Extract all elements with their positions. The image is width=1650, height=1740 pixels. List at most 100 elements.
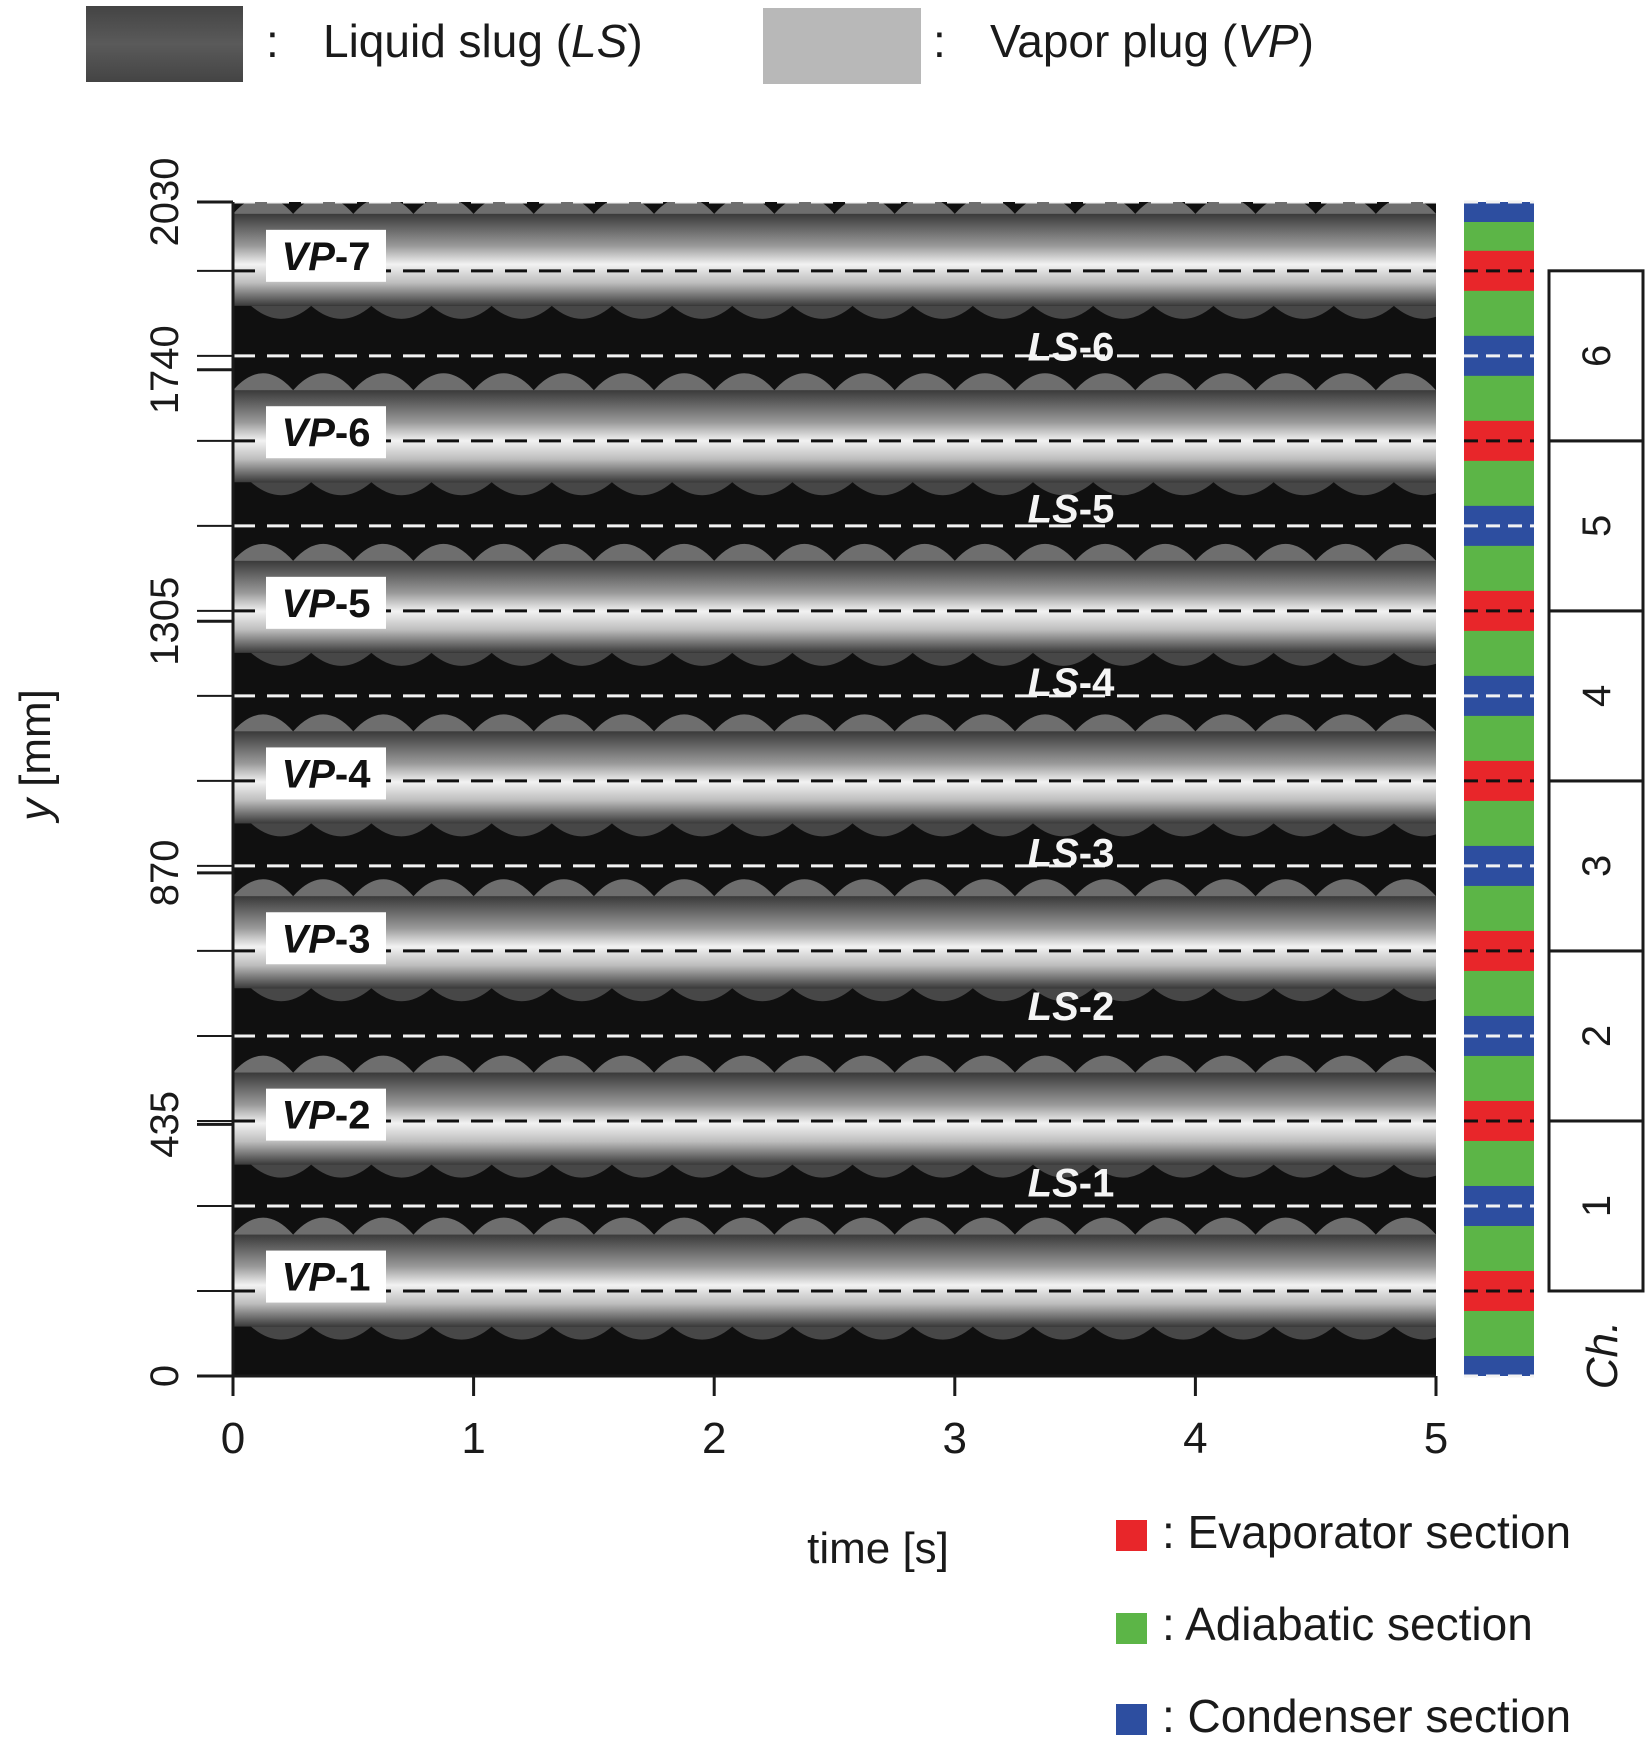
condenser-legend-label: : Condenser section: [1162, 1690, 1571, 1740]
x-tick-label: 0: [221, 1414, 245, 1463]
label-box: [266, 1088, 386, 1141]
adiabatic-legend-label: : Adiabatic section: [1162, 1598, 1533, 1650]
liquid-slug-label: LS-3: [1028, 832, 1115, 876]
y-tick-label: 2030: [143, 158, 187, 247]
liquid-slug-label: LS-6: [1028, 326, 1115, 370]
channel-label: 2: [1575, 1025, 1619, 1047]
y-tick-label: 870: [143, 839, 187, 906]
channel-box: 6: [1547, 269, 1645, 443]
vapor-plug-label-text: VP-7: [282, 235, 371, 279]
vapor-plug-band: [233, 390, 1436, 483]
liquid-slug-labels: LS-1 LS-2 LS-3 LS-4 LS-5 LS-6: [1028, 326, 1115, 1206]
condenser-segment: [1464, 1356, 1534, 1376]
evaporator-legend-label: : Evaporator section: [1162, 1506, 1571, 1558]
vapor-plug-label: VP-3: [266, 912, 386, 965]
x-tick-label: 1: [461, 1414, 485, 1463]
legend-vapor-plug-label: Vapor plug (VP): [990, 15, 1314, 67]
plot-area: VP-1VP-2VP-3VP-4VP-5VP-6VP-7 LS-1LS-2LS-…: [231, 202, 1436, 1378]
oscillation-bumps: [251, 988, 1436, 1002]
channel-box: 4: [1547, 609, 1645, 783]
oscillation-bumps: [251, 1326, 1436, 1340]
channel-label: 6: [1575, 345, 1619, 367]
y-tick-label: 1740: [143, 325, 187, 414]
vapor-plug-band: [233, 213, 1436, 306]
vapor-plug-label-text: VP-2: [282, 1094, 371, 1138]
oscillation-bumps: [251, 305, 1436, 319]
vapor-plug-band: [233, 560, 1436, 653]
channel-box-outline: [1547, 779, 1645, 953]
liquid-slug-label: LS-5: [1028, 488, 1115, 532]
legend-colon: :: [266, 15, 279, 67]
phase-bands: [233, 202, 1436, 1340]
vapor-plug-label-text: VP-6: [282, 411, 371, 455]
channel-box: 5: [1547, 439, 1645, 613]
liquid-slug-swatch: [86, 6, 243, 82]
y-axis-label: y[mm]: [11, 689, 60, 824]
channel-box-outline: [1547, 269, 1645, 443]
channel-box-outline: [1547, 439, 1645, 613]
channel-box-outline: [1547, 1119, 1645, 1293]
condenser-swatch: [1116, 1704, 1147, 1735]
adiabatic-swatch: [1116, 1613, 1147, 1644]
boundary-lines: [233, 202, 1436, 1376]
x-tick-label: 2: [702, 1414, 726, 1463]
label-box: [266, 1250, 386, 1303]
x-tick-label: 5: [1424, 1414, 1448, 1463]
label-box: [266, 912, 386, 965]
vapor-plug-label: VP-5: [266, 576, 386, 629]
legend-colon: :: [933, 15, 946, 67]
vapor-plug-band: [233, 1234, 1436, 1327]
legend-item-liquid-slug: : Liquid slug (LS): [86, 6, 643, 82]
vapor-plug-band: [233, 1072, 1436, 1165]
vapor-plug-band: [233, 896, 1436, 989]
channel-box-outline: [1547, 609, 1645, 783]
section-strip: [1464, 200, 1534, 1378]
vapor-plug-swatch: [763, 8, 921, 84]
phase-legend: : Liquid slug (LS) : Vapor plug (VP): [86, 6, 1314, 84]
vapor-plug-label: VP-2: [266, 1088, 386, 1141]
oscillation-bumps: [251, 823, 1436, 837]
channel-label: 4: [1575, 685, 1619, 707]
evaporator-swatch: [1116, 1520, 1147, 1551]
oscillation-bumps: [251, 652, 1436, 666]
label-box: [266, 747, 386, 800]
channel-box: 3: [1547, 779, 1645, 953]
oscillation-bumps: [251, 1164, 1436, 1178]
liquid-slug-label: LS-1: [1028, 1161, 1115, 1205]
liquid-slug-label: LS-4: [1028, 661, 1115, 705]
condenser-segment: [1464, 202, 1534, 222]
liquid-slug-label: LS-2: [1028, 985, 1115, 1029]
channel-label: 5: [1575, 515, 1619, 537]
x-tick-label: 4: [1183, 1414, 1207, 1463]
vapor-plug-label-text: VP-1: [282, 1256, 371, 1300]
channel-label: 1: [1575, 1195, 1619, 1217]
vapor-plug-label-text: VP-3: [282, 917, 371, 961]
vapor-plug-label: VP-1: [266, 1250, 386, 1303]
channel-boxes: 1 2 3 4 5 6: [1547, 269, 1645, 1293]
y-tick-label: 1305: [143, 577, 187, 666]
y-tick-label: 435: [143, 1091, 187, 1158]
x-axis-label: time [s]: [807, 1524, 949, 1573]
vapor-plug-label: VP-7: [266, 229, 386, 282]
vapor-plug-band: [233, 731, 1436, 824]
vapor-plug-label: VP-4: [266, 747, 386, 800]
channel-box: 2: [1547, 949, 1645, 1123]
channel-label: 3: [1575, 855, 1619, 877]
label-box: [266, 406, 386, 459]
x-tick-label: 3: [943, 1414, 967, 1463]
channel-box: 1: [1547, 1119, 1645, 1293]
label-box: [266, 576, 386, 629]
y-tick-label: 0: [143, 1365, 187, 1387]
y-axis-ticks: 0 435 870 1305 1740 2030: [143, 158, 233, 1387]
vapor-plug-label-text: VP-4: [282, 752, 372, 796]
vapor-plug-label-text: VP-5: [282, 582, 371, 626]
legend-item-vapor-plug: : Vapor plug (VP): [763, 8, 1314, 84]
x-axis-ticks: 0 1 2 3 4 5: [221, 1376, 1448, 1463]
legend-liquid-slug-label: Liquid slug (LS): [323, 15, 643, 67]
vapor-plug-label: VP-6: [266, 406, 386, 459]
label-box: [266, 229, 386, 282]
section-legend: : Evaporator section : Adiabatic section…: [1116, 1506, 1571, 1740]
oscillation-bumps: [251, 482, 1436, 496]
vapor-plug-labels: VP-1 VP-2 VP-3 VP-4 VP-5 VP-6 VP-7: [266, 229, 386, 1303]
